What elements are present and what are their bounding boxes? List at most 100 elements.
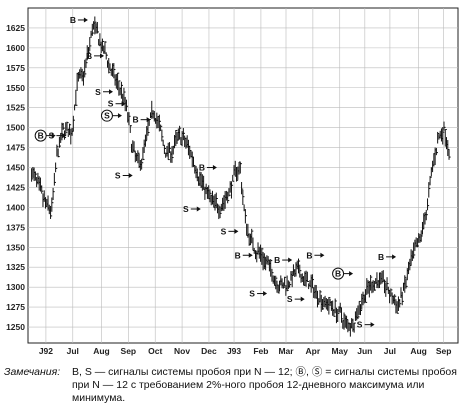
arrow-head: [62, 133, 67, 139]
arrow-head: [196, 206, 201, 212]
signal: S: [357, 320, 375, 330]
signal-label: S: [357, 320, 363, 330]
signal-label: B: [378, 252, 384, 262]
y-tick-label: 1450: [6, 163, 25, 173]
y-tick-label: 1375: [6, 222, 25, 232]
x-tick-label: Feb: [253, 346, 268, 356]
signal-label: B: [306, 250, 312, 260]
signal: S: [49, 131, 67, 141]
x-tick-label: Dec: [201, 346, 217, 356]
signal-circle: [332, 267, 345, 280]
price-bars: [31, 16, 451, 337]
x-tick-label: Aug: [93, 346, 110, 356]
circled-signal: B: [34, 129, 56, 142]
y-tick-label: 1500: [6, 123, 25, 133]
signal-label: B: [199, 163, 205, 173]
x-tick-label: Mar: [278, 346, 294, 356]
circled-signal: B: [332, 267, 354, 280]
x-tick-label: Apr: [306, 346, 321, 356]
signal-label: B: [38, 131, 44, 141]
signal: S: [108, 99, 126, 109]
x-tick-label: Jul: [67, 346, 79, 356]
signal-label: S: [249, 289, 255, 299]
signal: B: [133, 115, 151, 125]
y-tick-label: 1275: [6, 302, 25, 312]
y-tick-label: 1325: [6, 262, 25, 272]
signal: B: [378, 252, 397, 262]
arrow-head: [83, 17, 88, 23]
y-tick-label: 1425: [6, 182, 25, 192]
y-axis: 1250 1275 1300 1325 1350 1375 1400 1425 1450 1475…: [6, 23, 25, 332]
arrow-head: [234, 228, 239, 234]
arrow-head: [109, 89, 113, 95]
signal: S: [221, 226, 239, 236]
note-label: Замечания:: [4, 366, 61, 378]
y-tick-label: 1550: [6, 83, 25, 93]
y-tick-label: 1300: [6, 282, 25, 292]
signal-circle: [34, 129, 47, 142]
x-tick-label: Aug: [410, 346, 427, 356]
note-text: B, S — сигналы системы пробоя при N — 12…: [72, 366, 457, 404]
signal-label: S: [108, 99, 114, 109]
plot-frame: [27, 7, 459, 344]
price-chart: 1250 1275 1300 1325 1350 1375 1400 1425 1450 1475…: [6, 7, 459, 356]
y-tick-label: 1625: [6, 23, 25, 33]
x-tick-label: J93: [227, 346, 241, 356]
signal: S: [287, 294, 305, 304]
y-tick-label: 1400: [6, 202, 25, 212]
signal-label: S: [221, 226, 227, 236]
arrow-head: [300, 296, 305, 302]
arrow-head: [51, 133, 56, 139]
x-tick-label: Nov: [174, 346, 190, 356]
y-tick-label: 1475: [6, 143, 25, 153]
x-tick-label: Jun: [357, 346, 372, 356]
arrow-head: [392, 254, 397, 260]
signal: S: [115, 171, 133, 181]
arrow-head: [349, 271, 354, 277]
arrow-head: [117, 113, 122, 119]
signal-label: B: [133, 115, 139, 125]
signal: B: [274, 255, 293, 265]
x-axis: J92 Jul Aug Sep Oct Nov Dec J93 Feb Mar Apr May Jun J…: [39, 346, 452, 356]
signal: B: [199, 163, 217, 173]
arrow-head: [248, 252, 253, 258]
circled-signal: S: [100, 109, 122, 122]
x-tick-label: May: [331, 346, 348, 356]
arrow-head: [121, 101, 126, 107]
signal-circle: [100, 109, 113, 122]
signal: S: [95, 87, 113, 97]
signal: S: [183, 204, 201, 214]
signal-label: S: [287, 294, 293, 304]
signal-label: S: [183, 204, 189, 214]
signal: B: [235, 250, 253, 260]
arrow-head: [212, 165, 217, 171]
signal: B: [306, 250, 325, 260]
x-tick-label: Sep: [436, 346, 452, 356]
signal: B: [70, 15, 88, 25]
signal-label: B: [70, 15, 76, 25]
signal-label: B: [335, 269, 341, 279]
signal: B: [86, 51, 105, 61]
arrow-head: [146, 117, 151, 123]
arrow-head: [128, 173, 133, 178]
y-tick-label: 1350: [6, 242, 25, 252]
arrow-head: [100, 53, 105, 59]
signal-label: B: [274, 255, 280, 265]
x-tick-label: Jul: [384, 346, 396, 356]
x-tick-label: Sep: [121, 346, 137, 356]
y-tick-label: 1250: [6, 322, 25, 332]
signal-label: S: [104, 111, 110, 121]
signal-label: S: [115, 171, 121, 181]
y-tick-label: 1600: [6, 43, 25, 53]
signal-label: B: [86, 51, 92, 61]
grid: [28, 8, 458, 343]
x-tick-label: Oct: [148, 346, 162, 356]
arrow-head: [370, 322, 375, 328]
signal-label: S: [95, 87, 101, 97]
arrow-head: [288, 257, 293, 263]
signal-label: S: [49, 131, 55, 141]
signal: S: [249, 289, 268, 299]
arrow-head: [263, 291, 268, 297]
arrow-head: [320, 252, 325, 258]
